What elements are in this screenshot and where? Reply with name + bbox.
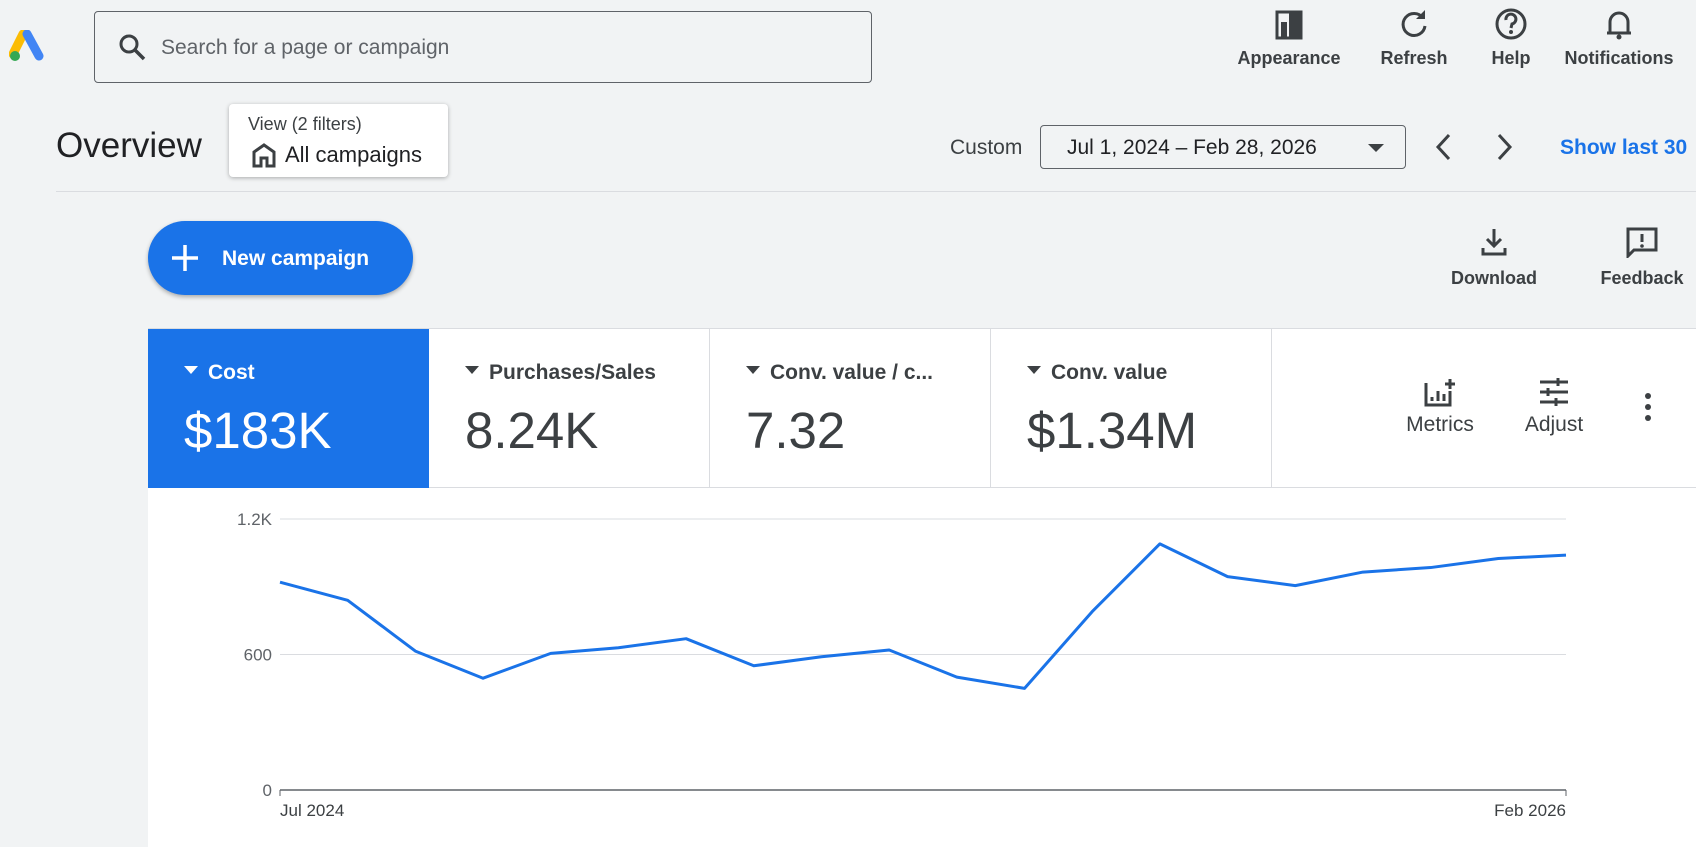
page-title: Overview <box>56 126 202 165</box>
action-label: Appearance <box>1237 48 1341 68</box>
download-button[interactable]: Download <box>1429 226 1559 289</box>
scorecard[interactable]: Conv. value $1.34M <box>991 329 1272 488</box>
feedback-icon <box>1626 227 1658 258</box>
view-selector[interactable]: View (2 filters) All campaigns <box>229 104 448 177</box>
scorecard-actions <box>1272 329 1696 488</box>
help-icon <box>1495 8 1527 40</box>
dropdown-arrow <box>1368 144 1384 152</box>
scorecard[interactable]: Cost $183K <box>148 329 429 488</box>
scorecard-value: $183K <box>184 402 332 459</box>
show-last-link[interactable]: Show last 30 <box>1560 136 1688 159</box>
view-value: All campaigns <box>285 142 422 167</box>
chart: 0 600 1.2K Jul 2024 Feb 2026 <box>237 510 1567 820</box>
action-label: Feedback <box>1600 268 1684 288</box>
date-range-picker[interactable]: Jul 1, 2024 – Feb 28, 2026 <box>1040 125 1406 169</box>
scorecard[interactable]: Conv. value / c... 7.32 <box>710 329 991 488</box>
action-label: Notifications <box>1564 48 1674 68</box>
feedback-button[interactable]: Feedback <box>1577 226 1696 289</box>
search-box[interactable]: Search for a page or campaign <box>94 11 872 83</box>
metrics-button[interactable]: Metrics <box>1385 377 1495 437</box>
search-icon <box>119 34 146 61</box>
metrics-icon <box>1424 379 1455 407</box>
action-label: Download <box>1451 268 1537 288</box>
scorecard-label: Conv. value / c... <box>746 361 933 385</box>
appearance-icon <box>1275 10 1303 40</box>
scorecard-label: Cost <box>184 361 255 385</box>
logo[interactable] <box>9 30 45 64</box>
notifications-icon <box>1607 11 1631 40</box>
y-tick-label: 0 <box>263 781 272 800</box>
campaign-icon <box>252 143 276 168</box>
date-mode: Custom <box>950 136 1023 159</box>
y-tick-label: 1.2K <box>237 510 273 529</box>
y-tick-label: 600 <box>244 646 272 665</box>
help-button[interactable]: Help <box>1451 6 1571 69</box>
action-label: Metrics <box>1406 413 1474 436</box>
appearance-button[interactable]: Appearance <box>1229 6 1349 69</box>
action-label: Adjust <box>1524 413 1584 436</box>
refresh-icon <box>1401 10 1427 37</box>
download-icon <box>1481 229 1507 256</box>
x-tick-label: Jul 2024 <box>280 801 344 820</box>
scorecard-value: 7.32 <box>746 402 846 459</box>
view-label: View (2 filters) <box>248 114 362 134</box>
action-label: Help <box>1491 48 1531 68</box>
previous-period[interactable] <box>1432 132 1456 162</box>
next-period[interactable] <box>1492 132 1516 162</box>
new-campaign-button[interactable]: New campaign <box>148 221 413 295</box>
x-tick-label: Feb 2026 <box>1494 801 1566 820</box>
data-line <box>279 542 1567 690</box>
scorecard-panel: Cost $183K Purchases/Sales 8.24K Conv. val… <box>148 328 1696 847</box>
action-label: Refresh <box>1380 48 1448 68</box>
plus-icon <box>172 245 198 271</box>
search-placeholder: Search for a page or campaign <box>161 36 450 59</box>
scorecard-label: Purchases/Sales <box>465 361 656 385</box>
button-label: New campaign <box>222 247 370 270</box>
more-menu[interactable] <box>1640 391 1656 423</box>
date-range: Jul 1, 2024 – Feb 28, 2026 <box>1067 136 1317 159</box>
adjust-icon <box>1540 378 1568 406</box>
adjust-button[interactable]: Adjust <box>1499 377 1609 437</box>
scorecard[interactable]: Purchases/Sales 8.24K <box>429 329 710 488</box>
scorecard-label: Conv. value <box>1027 361 1167 385</box>
refresh-button[interactable]: Refresh <box>1354 6 1474 69</box>
divider <box>56 191 1696 192</box>
scorecard-value: 8.24K <box>465 402 599 459</box>
notifications-button[interactable]: Notifications <box>1559 6 1679 69</box>
scorecard-value: $1.34M <box>1027 402 1198 459</box>
